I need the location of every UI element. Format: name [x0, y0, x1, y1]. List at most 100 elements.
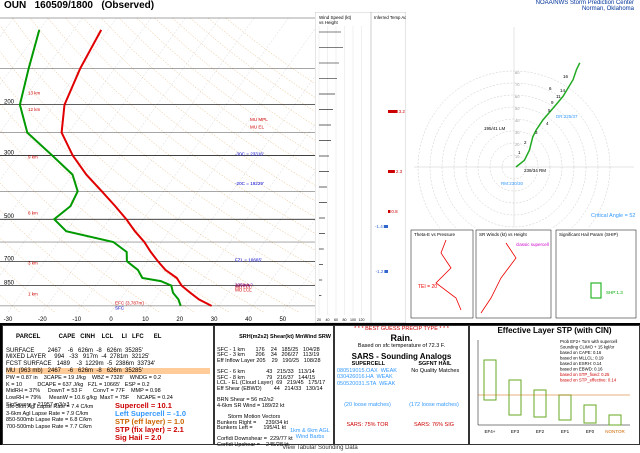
kinematic-row: BRN Shear = 56 m2/s2	[217, 397, 274, 404]
parcel-row: FCST SURFACE 1489 -3 1229m -5 2386m 3373…	[6, 360, 156, 367]
temp-tick-label: 50	[279, 317, 286, 323]
srw-col: SRW	[318, 333, 331, 340]
skewt-background	[0, 12, 315, 323]
lapse-rate: Sfc-3km Agl Lapse Rate = 7.4 C/km	[6, 404, 94, 410]
sup-header: SUPERCELL	[351, 361, 385, 368]
dry-adiabat	[154, 17, 315, 141]
stp-box	[533, 389, 547, 418]
wind-speed-subtitle: vs Height	[319, 20, 339, 25]
temp-tick-label: -10	[72, 317, 81, 323]
spc-location: Norman, Oklahoma	[581, 6, 634, 12]
hodo-ring-label: 70	[515, 82, 520, 87]
adv-value: -1.2	[376, 269, 384, 274]
adv-bar	[388, 110, 398, 113]
temp-tick-label: 30	[211, 317, 218, 323]
dry-adiabat	[0, 129, 229, 313]
kinematic-row: SFC - 3 km 206 34 206/27 113/19	[217, 352, 320, 359]
series-dewpoint	[18, 29, 182, 307]
hodo-rings: 10 20 30 40 50 60 70 80	[414, 27, 634, 228]
isotherm	[0, 17, 186, 276]
precip-basis: Based on sfc temperature of 72.3 F.	[357, 342, 446, 349]
stp-box	[508, 379, 522, 416]
sars-lists: 080519015.OAX WEAK 030426016.HA WEAK 05052…	[335, 368, 468, 388]
sars-headers: SUPERCELL SGFNT HAIL	[335, 361, 468, 368]
mnwind-col: MnWind	[295, 333, 317, 340]
kinematic-row: Corfidi Upshear = 245/28 kt	[217, 441, 289, 448]
skewt-annotation: MU MPL	[250, 117, 268, 122]
stp-category: EF4+	[485, 429, 496, 434]
station-title: OUN 160509/1800 (Observed)	[4, 0, 154, 11]
hodo-label: 5	[548, 108, 551, 113]
kinematic-row: LCL - EL (Cloud Layer) 69 219/45 175/17	[217, 380, 326, 387]
isotherm	[7, 17, 220, 313]
kinematic-row: 4-6km SR Wind = 189/22 kt	[217, 402, 285, 409]
dry-adiabat	[101, 17, 315, 186]
adv-bar	[383, 225, 388, 228]
stp-line: Prob EF2+ Torn with supercell	[560, 339, 617, 344]
spc-center: NOAA/NWS Storm Prediction Center	[535, 0, 634, 6]
adv-value: 2.3	[396, 169, 403, 174]
footer-link[interactable]: View Tabular Sounding Data	[282, 445, 358, 451]
hail-list: No Quality Matches	[403, 368, 469, 388]
skewt-annotation: -20C = 19229'	[235, 181, 264, 186]
kinematic-row: SFC - 1 km 176 24 185/25 104/28	[217, 346, 320, 353]
kinematic-row: SFC - 8 km 79 216/37 144/15	[217, 374, 316, 381]
lapse-rate: 700-500mb Lapse Rate = 7.7 C/km	[6, 423, 92, 430]
parcel-lapse: Sfc-3km Agl Lapse Rate = 7.4 C/km 3-6km A…	[6, 404, 93, 430]
hodo-ring-label: 30	[515, 130, 520, 135]
wind-barb-legend: 1km & 6km AGL Wind Barbs	[290, 427, 330, 441]
stp-chart: EF4+ EF3 EF2 EF1 EF0 NONTOR Prob EF2+ Torn wit…	[477, 339, 630, 434]
stp-box	[583, 404, 597, 424]
li-col: LI	[121, 333, 127, 340]
isotherm	[0, 17, 49, 85]
parcel-index: K = 10 DCAPE = 637 J/kg FZL = 10665' ESP…	[6, 381, 150, 388]
isotherm	[145, 76, 315, 313]
stp-line: based on STP_effective: 0.14	[560, 378, 617, 383]
sup-list: 080519015.OAX WEAK 030426016.HA WEAK 05052…	[335, 368, 403, 388]
parcel-panel: PARCEL CAPE CINH LCL LI LFC EL SURFACE 2…	[2, 325, 214, 445]
height-label: 6 km	[28, 210, 38, 215]
kinematic-row: Eff Shear (EBWD) 44 214/33 130/14	[217, 385, 323, 392]
skewt-annotation: MU LCL	[235, 287, 252, 292]
tables-area: PARCEL CAPE CINH LCL LI LFC EL SURFACE 2…	[0, 323, 640, 447]
wind-tick: 80	[343, 318, 347, 322]
wind-bars	[319, 31, 343, 296]
sounding-status: (Observed)	[101, 0, 155, 11]
classic-label: classic supercell	[516, 242, 549, 247]
ship-panel	[555, 229, 637, 319]
dry-adiabat	[0, 51, 315, 303]
small-panels: Theta-E vs Pressure TEI = 20 SR Winds (k…	[406, 228, 640, 323]
wind-speed-chart: Wind Speed (kt) vs Height 20 40 60 80 100 120	[315, 12, 371, 323]
hodo-label: DR:225/37	[556, 114, 578, 119]
hodo-label: 239/34 RM	[524, 168, 546, 173]
dry-adiabat	[0, 182, 160, 313]
isotherm	[0, 17, 83, 133]
skewt-series	[18, 29, 213, 307]
dry-adiabat	[65, 17, 315, 218]
adv-bar	[388, 210, 391, 213]
tei-label: TEI = 20	[418, 284, 437, 290]
pressure-label: 500	[4, 214, 15, 220]
stp-category: EF2	[536, 429, 545, 434]
precip-type: Rain.	[390, 332, 413, 343]
stp-line: based on EBWD: 0.16	[560, 367, 603, 372]
shear-col: Shear(kt)	[270, 333, 294, 340]
height-label: 3 km	[28, 260, 38, 265]
skewt-annotation: SFC	[115, 306, 125, 311]
severe-param: STP (fix layer) = 2.1	[115, 425, 184, 434]
kinematic-panel: SRH(m2s2) Shear(kt) MnWind SRW SFC - 1 k…	[214, 325, 334, 447]
sup-match: (20 loose matches)	[344, 402, 391, 409]
kinematic-row: Storm Motion Vectors	[217, 413, 281, 420]
isotherm	[0, 17, 152, 228]
stp-category: EF0	[586, 429, 595, 434]
temp-tick-label: -20	[38, 317, 47, 323]
wind-tick: 120	[359, 318, 365, 322]
lcl-col: LCL	[101, 333, 114, 340]
parcel-index: MidRH = 37% DownT = 53 F ConvT = 77F MMP…	[6, 388, 161, 395]
hodo-ring-label: 20	[515, 142, 520, 147]
ship-title: Significant Hail Param (SHIP)	[559, 232, 619, 237]
wind-tick: 60	[334, 318, 338, 322]
isotherm	[179, 123, 315, 313]
series-temperature	[60, 29, 213, 307]
severe-param: Supercell = 10.1	[115, 401, 172, 410]
